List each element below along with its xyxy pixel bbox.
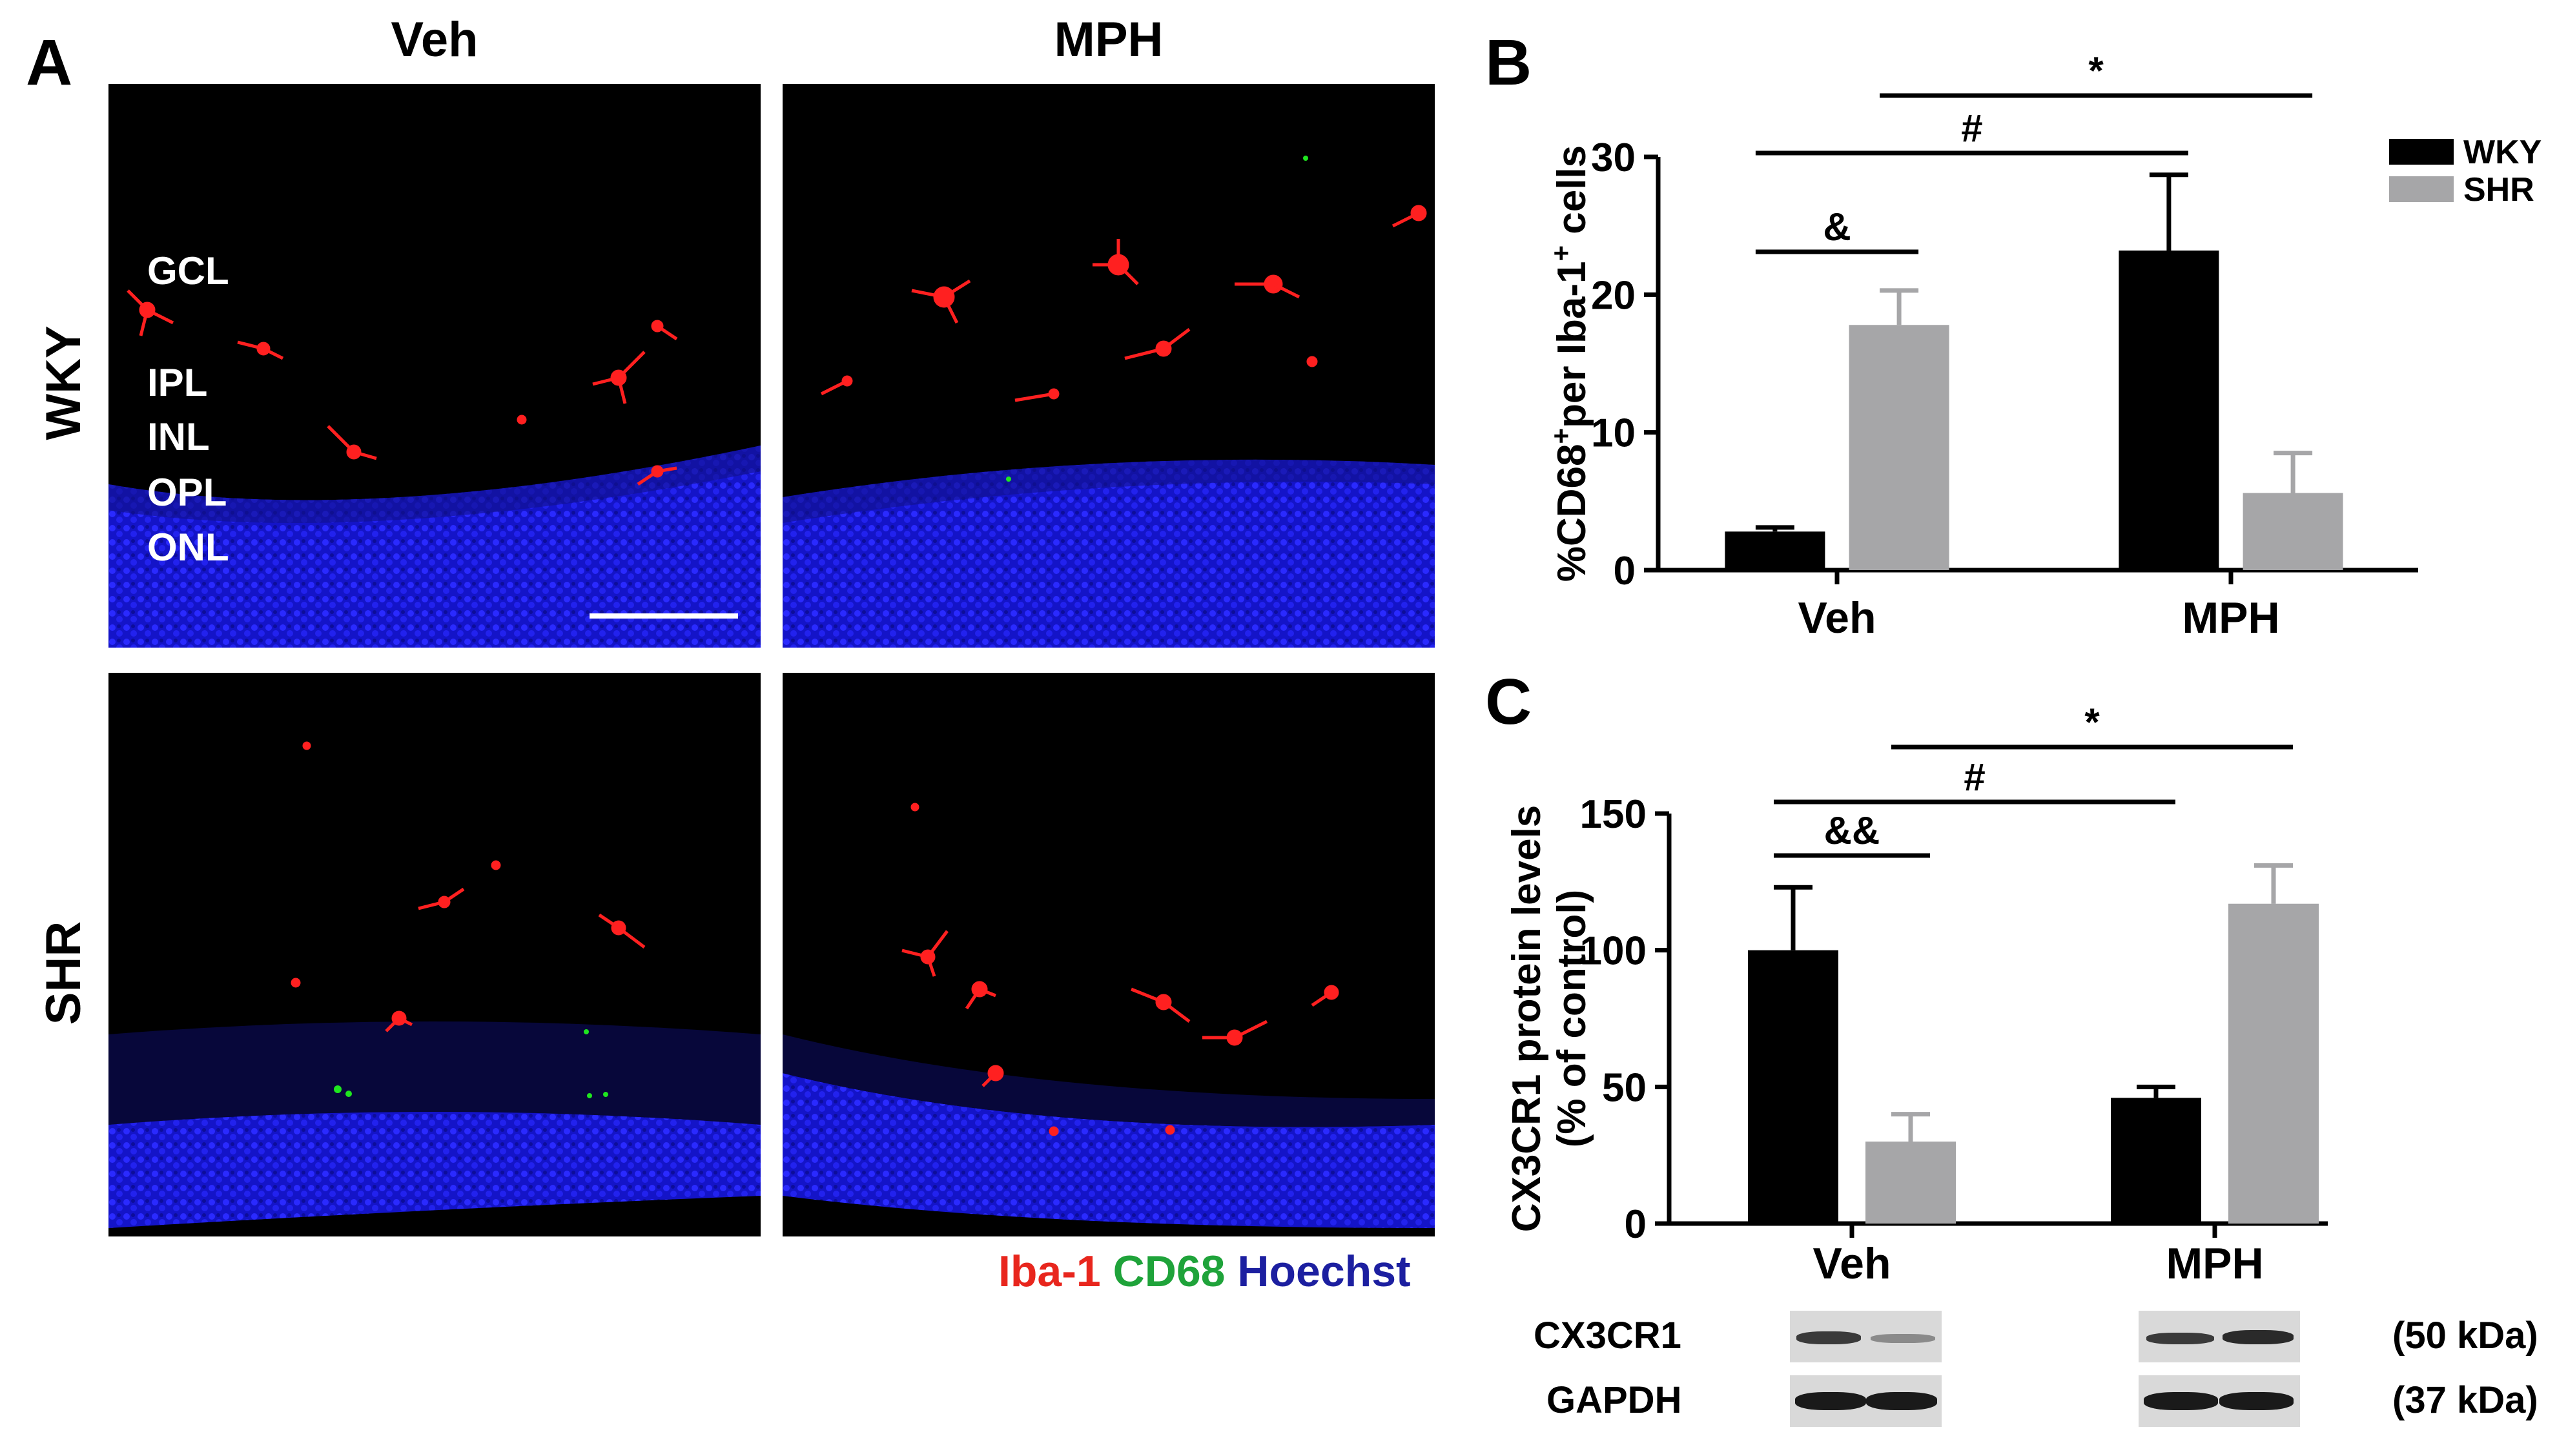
bar xyxy=(2228,903,2319,1224)
y-tick-label: 10 xyxy=(1591,411,1636,456)
x-tick-label: MPH xyxy=(2166,1239,2263,1288)
significance-symbol: && xyxy=(1824,809,1880,852)
layer-label-onl: ONL xyxy=(147,526,229,569)
panel-label-b: B xyxy=(1485,26,1532,99)
bar xyxy=(2111,1098,2201,1224)
significance-symbol: # xyxy=(1961,107,1982,150)
y-tick-label: 50 xyxy=(1602,1065,1647,1110)
blot-gapdh-mph xyxy=(2139,1375,2300,1427)
band xyxy=(2146,1333,2214,1344)
column-header-veh: Veh xyxy=(391,12,478,67)
significance-symbol: & xyxy=(1823,205,1851,249)
panel-label-c: C xyxy=(1485,666,1532,738)
legend-label: WKY xyxy=(2463,134,2542,171)
y-tick-label: 100 xyxy=(1580,929,1647,974)
bar xyxy=(2119,251,2219,570)
band xyxy=(2223,1330,2294,1344)
micrograph-wky-veh-image xyxy=(108,289,761,648)
legend-swatch xyxy=(2389,139,2454,165)
y-tick-label: 0 xyxy=(1614,549,1636,593)
scale-bar xyxy=(590,613,738,619)
band xyxy=(2144,1392,2218,1410)
blot-cx3cr1-veh xyxy=(1790,1311,1942,1362)
bar xyxy=(1849,325,1949,570)
y-tick-label: 0 xyxy=(1625,1202,1647,1247)
layer-label-gcl: GCL xyxy=(147,249,229,292)
x-tick-label: Veh xyxy=(1813,1239,1891,1288)
y-tick-label: 20 xyxy=(1591,273,1636,318)
bar xyxy=(1725,531,1825,570)
y-axis-label: CX3CR1 protein levels xyxy=(1504,805,1549,1233)
micrograph-shr-veh xyxy=(108,673,761,1236)
column-header-mph: MPH xyxy=(1054,12,1164,67)
micrograph-shr-veh-image xyxy=(108,741,761,1228)
wb-size-37kda: (37 kDa) xyxy=(2392,1379,2538,1421)
significance-symbol: # xyxy=(1964,755,1985,799)
bar xyxy=(2243,493,2343,570)
band xyxy=(1795,1392,1866,1410)
band xyxy=(2219,1392,2294,1410)
bar xyxy=(1748,950,1838,1224)
micrograph-shr-mph xyxy=(783,673,1435,1236)
micrograph-shr-mph-image xyxy=(783,803,1435,1228)
blot-gapdh-veh xyxy=(1790,1375,1942,1427)
stain-legend: Iba-1 CD68 Hoechst xyxy=(998,1246,1411,1297)
y-tick-label: 30 xyxy=(1591,136,1636,180)
wb-label-cx3cr1: CX3CR1 xyxy=(1534,1315,1681,1357)
significance-symbol: * xyxy=(2084,701,2100,744)
y-axis-label: %CD68+per Iba-1+ cells xyxy=(1546,145,1595,582)
x-tick-label: Veh xyxy=(1798,593,1876,642)
stain-hoechst: Hoechst xyxy=(1237,1247,1411,1296)
y-tick-label: 150 xyxy=(1580,792,1647,837)
micrograph-wky-mph xyxy=(783,84,1435,648)
band xyxy=(1871,1334,1935,1343)
panel-label-a: A xyxy=(26,26,73,99)
chart-c: 0 50 100 150 Veh MPH && # * CX3CR1 protein levels… xyxy=(1504,701,2328,1288)
band xyxy=(1866,1392,1937,1410)
band xyxy=(1796,1331,1861,1344)
legend-label: SHR xyxy=(2463,171,2534,209)
chart-b: 0 10 20 30 Veh MPH & # * %CD68+per Iba-1+ cells WK… xyxy=(1546,49,2542,642)
x-tick-label: MPH xyxy=(2182,593,2279,642)
wb-label-gapdh: GAPDH xyxy=(1546,1379,1682,1421)
layer-label-opl: OPL xyxy=(147,471,227,514)
layer-label-ipl: IPL xyxy=(147,361,208,404)
stain-cd68: CD68 xyxy=(1113,1247,1226,1296)
micrograph-wky-mph-image xyxy=(783,156,1435,648)
blot-cx3cr1-mph xyxy=(2139,1311,2300,1362)
layer-label-inl: INL xyxy=(147,415,210,458)
y-axis-label-line2: (% of control) xyxy=(1550,890,1594,1148)
stain-iba1: Iba-1 xyxy=(998,1247,1101,1296)
legend-swatch xyxy=(2389,176,2454,202)
bar xyxy=(1865,1142,1956,1224)
micrograph-wky-veh: GCL IPL INL OPL ONL xyxy=(108,84,761,648)
significance-symbol: * xyxy=(2088,49,2104,92)
wb-size-50kda: (50 kDa) xyxy=(2392,1315,2538,1357)
